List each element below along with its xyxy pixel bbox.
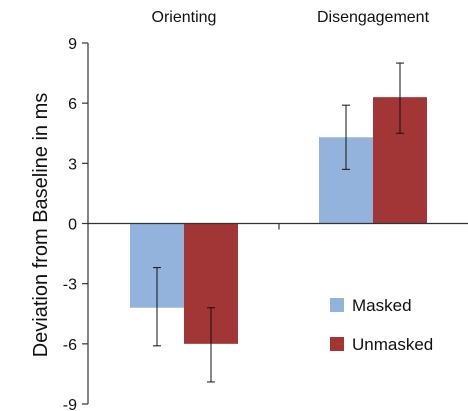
legend-label: Masked	[352, 296, 412, 315]
axes	[87, 43, 468, 404]
y-tick-label: 9	[68, 36, 77, 53]
legend-swatch	[330, 337, 344, 351]
category-label-disengagement: Disengagement	[317, 9, 430, 26]
y-tick-label: -9	[63, 397, 77, 411]
category-label-orienting: Orienting	[152, 9, 217, 26]
legend-item-unmasked: Unmasked	[330, 335, 433, 354]
error-bar-unmasked-orienting	[207, 307, 215, 383]
error-bar-masked-disengagement	[342, 104, 350, 170]
legend-label: Unmasked	[352, 335, 433, 354]
error-bar-masked-orienting	[153, 267, 161, 347]
category-labels: Orienting Disengagement	[152, 9, 430, 26]
y-tick-label: 3	[68, 156, 77, 173]
legend-item-masked: Masked	[330, 296, 412, 315]
error-bars	[153, 62, 404, 383]
y-axis-ticks: 9 6 3 0 -3 -6 -9	[63, 36, 88, 411]
y-tick-label: -6	[63, 337, 77, 354]
legend-swatch	[330, 298, 344, 312]
legend: Masked Unmasked	[330, 296, 433, 354]
error-bar-unmasked-disengagement	[396, 62, 404, 134]
y-tick-label: 0	[68, 217, 77, 234]
y-axis-label: Deviation from Baseline in ms	[30, 93, 52, 358]
y-tick-label: 6	[68, 96, 77, 113]
y-tick-label: -3	[63, 277, 77, 294]
